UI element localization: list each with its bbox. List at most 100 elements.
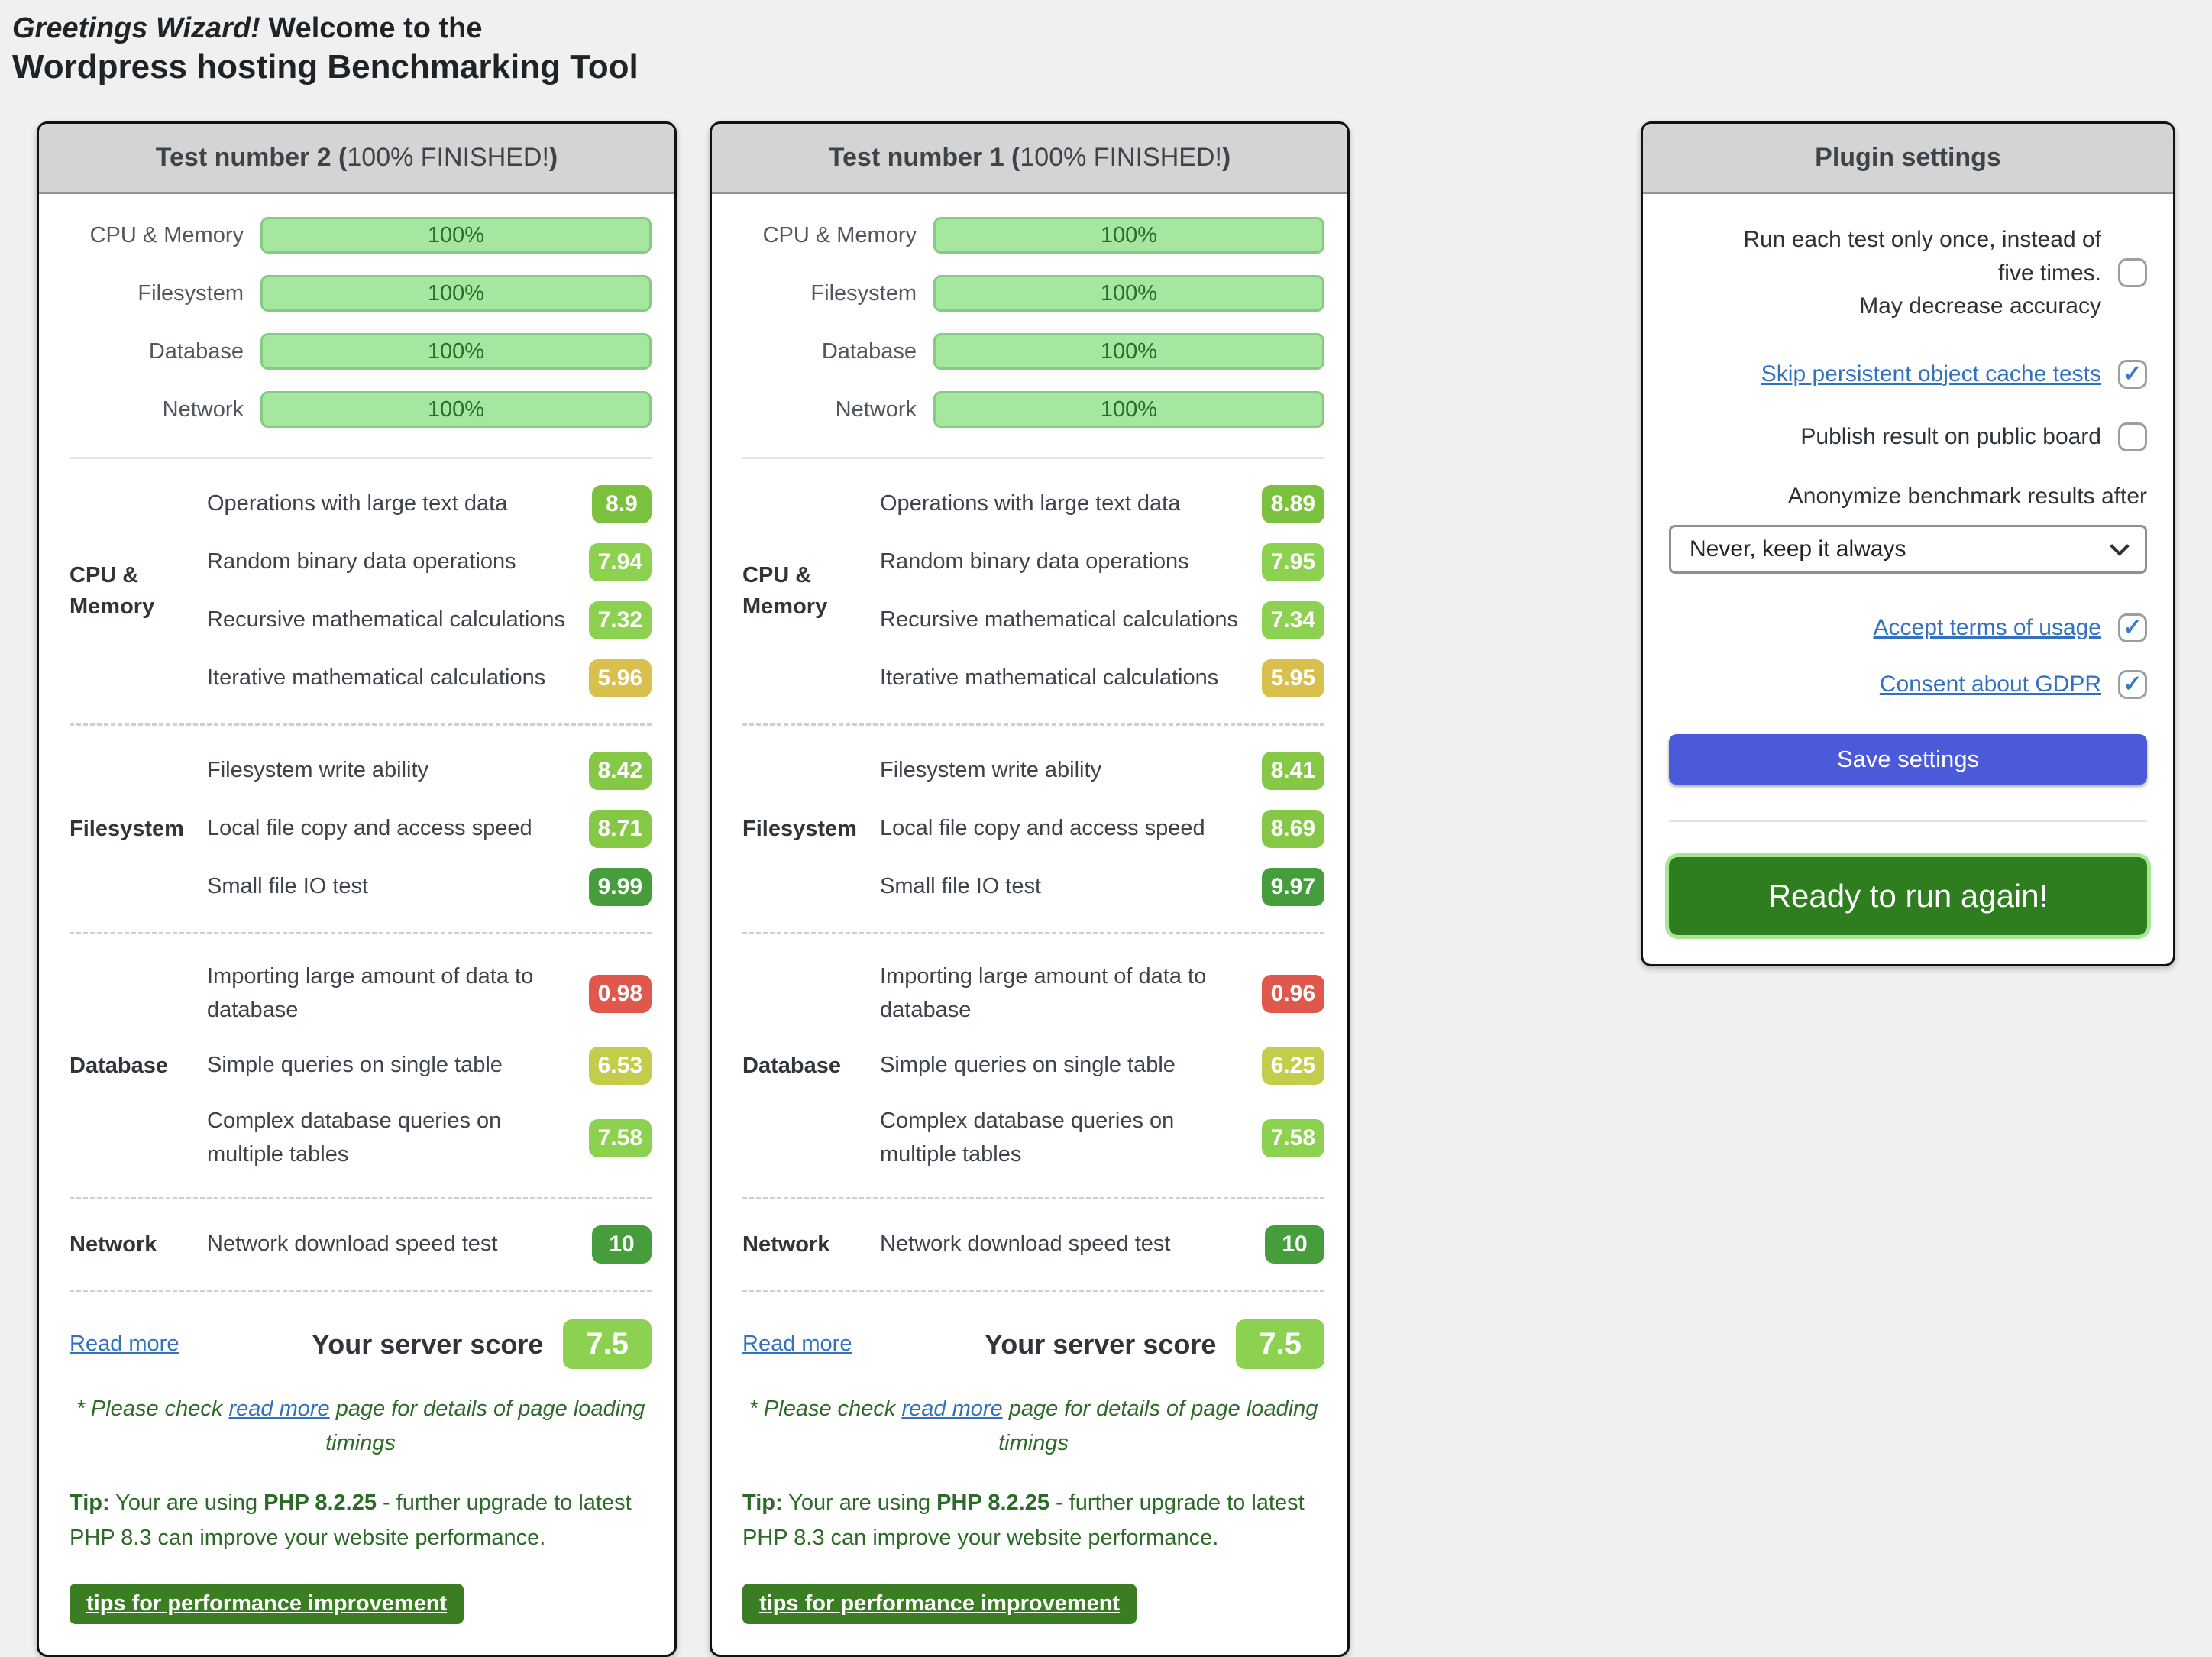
page-title: Wordpress hosting Benchmarking Tool	[12, 48, 639, 86]
progress-row: Database 100%	[70, 333, 652, 370]
score-row-item: Importing large amount of data to databa…	[880, 960, 1324, 1027]
score-row-item: Complex database queries on multiple tab…	[880, 1105, 1324, 1171]
score-badge: 8.89	[1261, 485, 1324, 523]
score-row-item: Simple queries on single table 6.53	[207, 1047, 652, 1085]
plugin-settings-body: Run each test only once, instead of five…	[1643, 194, 2173, 964]
score-row-item: Simple queries on single table 6.25	[880, 1047, 1324, 1085]
score-badge: 7.32	[588, 601, 652, 639]
ready-to-run-button[interactable]: Ready to run again!	[1669, 856, 2147, 935]
progress-value: 100%	[427, 396, 485, 422]
footnote-read-more-link[interactable]: read more	[228, 1396, 330, 1421]
test-card-title: Test number 1 (100% FINISHED!)	[712, 124, 1347, 194]
score-row-item: Filesystem write ability 8.41	[880, 752, 1324, 790]
section-category: Network	[70, 1231, 157, 1257]
progress-label: Network	[162, 396, 244, 422]
footnote-post: page for details of page loading timings	[325, 1396, 645, 1455]
read-more-link[interactable]: Read more	[742, 1332, 852, 1356]
footnote-read-more-link[interactable]: read more	[901, 1396, 1003, 1421]
score-row-item: Small file IO test 9.99	[207, 868, 652, 906]
progress-label: Network	[835, 396, 917, 422]
skip-cache-row: Skip persistent object cache tests ✓	[1669, 359, 2147, 389]
score-section: CPU & Memory Operations with large text …	[742, 459, 1324, 726]
save-settings-button[interactable]: Save settings	[1669, 733, 2147, 785]
page-header: Greetings Wizard! Welcome to the Wordpre…	[0, 0, 2212, 86]
tip-php-version: PHP 8.2.25	[264, 1490, 377, 1515]
consent-gdpr-link[interactable]: Consent about GDPR	[1879, 671, 2101, 697]
run-once-line1: Run each test only once, instead of five…	[1743, 227, 2101, 286]
progress-value: 100%	[1100, 222, 1158, 248]
progress-label: Database	[821, 338, 917, 364]
score-row-item: Operations with large text data 8.89	[880, 485, 1324, 523]
footnote: * Please check read more page for detail…	[742, 1392, 1324, 1461]
progress-row: Network 100%	[70, 391, 652, 428]
test-card-title: Test number 2 (100% FINISHED!)	[39, 124, 674, 194]
score-item-label: Importing large amount of data to databa…	[880, 964, 1207, 1022]
progress-value: 100%	[427, 222, 485, 248]
footnote-pre: * Please check	[76, 1396, 229, 1421]
score-item-label: Filesystem write ability	[207, 758, 429, 783]
anonymize-select[interactable]: Never, keep it always	[1669, 524, 2147, 574]
score-section: Database Importing large amount of data …	[742, 934, 1324, 1199]
server-score-label: Your server score	[984, 1328, 1217, 1360]
progress-value: 100%	[1100, 338, 1158, 364]
separator	[742, 457, 1324, 459]
score-item-label: Filesystem write ability	[880, 758, 1102, 783]
score-badge: 10	[592, 1225, 652, 1264]
section-category: CPU & Memory	[742, 563, 828, 619]
tip-text-before: Your are using	[782, 1490, 937, 1515]
score-badge: 7.94	[588, 543, 652, 581]
score-row-item: Random binary data operations 7.94	[207, 543, 652, 581]
score-item-label: Recursive mathematical calculations	[880, 607, 1239, 633]
score-row-item: Network download speed test 10	[880, 1225, 1324, 1264]
skip-cache-checkbox[interactable]: ✓	[2118, 359, 2147, 389]
score-item-label: Complex database queries on multiple tab…	[880, 1108, 1175, 1167]
tips-for-performance-button[interactable]: tips for performance improvement	[70, 1583, 464, 1624]
score-row-item: Small file IO test 9.97	[880, 868, 1324, 906]
accept-terms-link[interactable]: Accept terms of usage	[1873, 614, 2101, 640]
tip-label: Tip:	[742, 1490, 783, 1515]
progress-bars: CPU & Memory 100% Filesystem 100% Databa…	[742, 217, 1324, 428]
score-item-label: Operations with large text data	[207, 491, 508, 516]
score-section: Filesystem Filesystem write ability 8.41	[742, 726, 1324, 934]
tip-label: Tip:	[70, 1490, 110, 1515]
section-rows: Operations with large text data 8.89 Ran…	[880, 485, 1324, 697]
greeting-line: Greetings Wizard! Welcome to the	[12, 12, 2212, 45]
skip-cache-link[interactable]: Skip persistent object cache tests	[1761, 361, 2101, 387]
section-rows: Operations with large text data 8.9 Rand…	[207, 485, 652, 697]
accept-terms-checkbox[interactable]: ✓	[2118, 613, 2147, 642]
score-row-item: Iterative mathematical calculations 5.95	[880, 659, 1324, 697]
score-badge: 8.9	[592, 485, 652, 523]
server-score-row: Read more Your server score 7.5	[742, 1292, 1324, 1369]
server-score-value: 7.5	[563, 1319, 652, 1369]
test-result-card: Test number 2 (100% FINISHED!) CPU & Mem…	[37, 121, 677, 1657]
score-item-label: Operations with large text data	[880, 491, 1181, 516]
score-item-label: Small file IO test	[880, 874, 1042, 899]
publish-checkbox[interactable]	[2118, 422, 2147, 451]
score-badge: 0.96	[1261, 974, 1324, 1013]
anonymize-label: Anonymize benchmark results after	[1787, 483, 2147, 509]
progress-label: Filesystem	[810, 280, 917, 306]
progress-value: 100%	[427, 280, 485, 306]
test-card-title-status: 100% FINISHED!	[1020, 143, 1222, 172]
score-sections: CPU & Memory Operations with large text …	[70, 459, 652, 1292]
run-once-checkbox[interactable]	[2118, 258, 2147, 288]
greeting-rest: Welcome to the	[260, 12, 483, 44]
progress-label: Database	[148, 338, 244, 364]
consent-gdpr-checkbox[interactable]: ✓	[2118, 669, 2147, 699]
score-item-label: Random binary data operations	[880, 549, 1189, 574]
consent-gdpr-row: Consent about GDPR ✓	[1669, 669, 2147, 699]
read-more-link[interactable]: Read more	[70, 1332, 179, 1356]
score-badge: 5.95	[1261, 659, 1324, 697]
test-card-title-status: 100% FINISHED!	[347, 143, 549, 172]
progress-value: 100%	[1100, 280, 1158, 306]
chevron-down-icon	[2110, 536, 2130, 556]
tips-for-performance-button[interactable]: tips for performance improvement	[742, 1583, 1137, 1624]
score-badge: 6.53	[588, 1047, 652, 1085]
php-tip: Tip: Your are using PHP 8.2.25 - further…	[70, 1485, 652, 1556]
progress-bar: 100%	[933, 391, 1324, 428]
progress-bar: 100%	[260, 391, 652, 428]
score-badge: 7.34	[1261, 601, 1324, 639]
accept-terms-row: Accept terms of usage ✓	[1669, 613, 2147, 642]
score-section: Network Network download speed test 10	[742, 1199, 1324, 1292]
footnote-pre: * Please check	[749, 1396, 902, 1421]
